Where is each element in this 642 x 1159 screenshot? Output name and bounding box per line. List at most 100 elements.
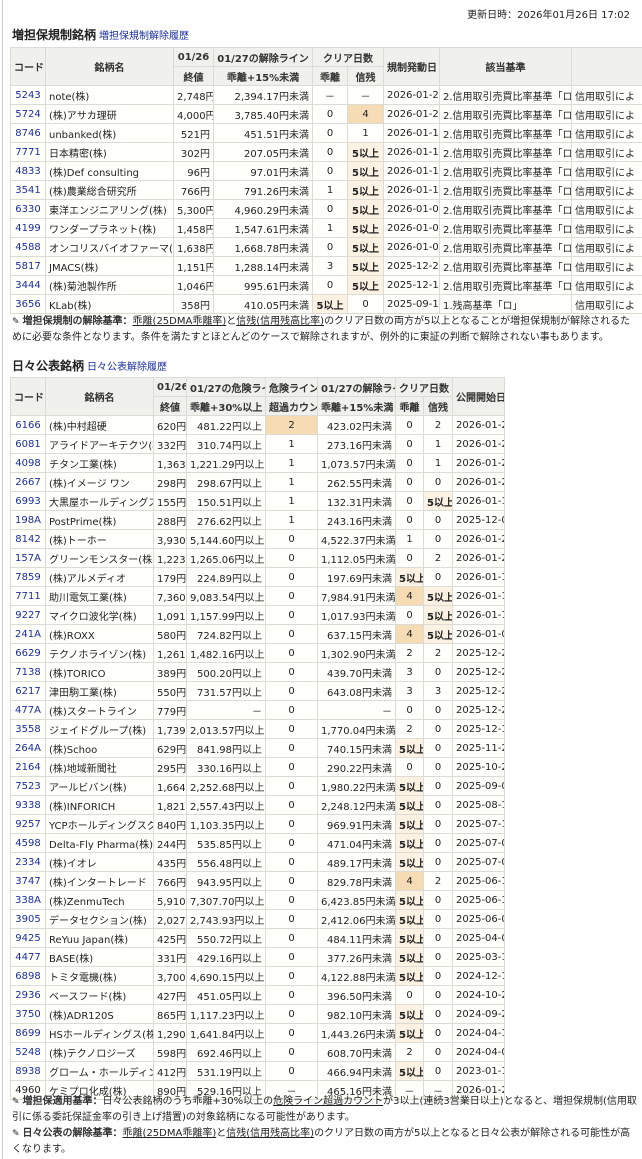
stock-code-link[interactable]: 4477 bbox=[15, 951, 41, 963]
table-row[interactable]: 4199 ワンダープラネット(株) 1,458円 1,547.61円未満 1 5以上 202… bbox=[10, 218, 642, 238]
table-row[interactable]: 9338(株)INFORICH1,821円2,557.43円以上02,248.1… bbox=[10, 795, 505, 815]
stock-code-link[interactable]: 3747 bbox=[15, 875, 41, 887]
table-row[interactable]: 8699HSホールディングス(株)1,290円1,641.84円以上01,443… bbox=[10, 1023, 505, 1043]
stock-code-link[interactable]: 8938 bbox=[15, 1065, 41, 1077]
stock-code-link[interactable]: 3558 bbox=[15, 723, 41, 735]
table-row[interactable]: 6217 津田駒工業(株) 550円 731.57円以上 0 643.08円未満 3 3 202… bbox=[10, 681, 505, 701]
table-row[interactable]: 4598 Delta-Fly Pharma(株) 244円 535.85円以上 0 471… bbox=[10, 833, 505, 853]
table-row[interactable]: 4588 オンコリスバイオファーマ(株) 1,638円 1,668.78円未満 0 5以上… bbox=[10, 237, 642, 257]
daily-release-history-link[interactable]: 日々公表解除履歴 bbox=[87, 362, 168, 373]
table-row[interactable]: 241A (株)ROXX 580円 724.82円以上 0 637.15円未満 4 5以上 20… bbox=[10, 624, 505, 644]
table-row[interactable]: 7771 日本精密(株) 302円 207.05円未満 0 5以上 2026-01-16 2.… bbox=[10, 142, 642, 162]
table-row[interactable]: 157Aグリーンモンスター(株)1,223円1,265.06円以上01,112.… bbox=[10, 548, 505, 568]
stock-code-link[interactable]: 157A bbox=[15, 552, 41, 564]
stock-code-link[interactable]: 9227 bbox=[15, 609, 41, 621]
table-row[interactable]: 7711 助川電気工業(株)7,360円9,083.54円以上07,984.91円… bbox=[10, 586, 505, 606]
stock-code-link[interactable]: 2936 bbox=[15, 989, 41, 1001]
stock-code-link[interactable]: 2667 bbox=[15, 476, 41, 488]
stock-code-link[interactable]: 7711 bbox=[15, 590, 41, 602]
table-row[interactable]: 6166 (株)中村超硬 620円 481.22円以上 2 423.02円未満 0 2 2026… bbox=[10, 415, 505, 435]
table-row[interactable]: 6330 東洋エンジニアリング(株) 5,300円 4,960.29円未満 0 5以上 20… bbox=[10, 199, 642, 219]
table-row[interactable]: 2667 (株)イメージ ワン 298円 298.67円以上 1 262.55円未満 0 0 2… bbox=[10, 472, 505, 492]
stock-code-link[interactable]: 4598 bbox=[15, 837, 41, 849]
table-row[interactable]: 9227マイクロ波化学(株)1,091円1,157.99円以上01,017.93… bbox=[10, 605, 505, 625]
table-row[interactable]: 7138 (株)TORICO 389円 500.20円以上 0 439.70円未満 3 0 20… bbox=[10, 662, 505, 682]
shinzan-link[interactable]: 信残(信用残高比率) bbox=[236, 316, 325, 327]
table-row[interactable]: 3541 (株)農業総合研究所 766円 791.26円未満 1 5以上 2026-01-1… bbox=[10, 180, 642, 200]
stock-code-link[interactable]: 3444 bbox=[15, 279, 41, 291]
stock-code-link[interactable]: 338A bbox=[15, 894, 41, 906]
table-row[interactable]: 8746 unbanked(株) 521円 451.51円未満 0 1 2026-01-19… bbox=[10, 123, 642, 143]
stock-code-link[interactable]: 2164 bbox=[15, 761, 41, 773]
table-row[interactable]: 4098チタン工業(株)1,363円1,221.29円以上11,073.57円未… bbox=[10, 453, 505, 473]
stock-code-link[interactable]: 9338 bbox=[15, 799, 41, 811]
table-row[interactable]: 9425 ReYuu Japan(株) 425円 550.72円以上 0 484.11円未… bbox=[10, 928, 505, 948]
table-row[interactable]: 5724 (株)アサカ理研 4,000円 3,785.40円未満 0 4 2026-01-2… bbox=[10, 104, 642, 124]
stock-code-link[interactable]: 9257 bbox=[15, 818, 41, 830]
stock-code-link[interactable]: 8699 bbox=[15, 1027, 41, 1039]
table-row[interactable]: 338A(株)ZenmuTech5,910円7,307.70円以上06,423.… bbox=[10, 890, 505, 910]
table-row[interactable]: 6898トミタ電機(株)3,700円4,690.15円以上04,122.88円未… bbox=[10, 966, 505, 986]
table-row[interactable]: 8142(株)トーホー3,930円5,144.60円以上04,522.37円未満… bbox=[10, 529, 505, 549]
table-row[interactable]: 198A PostPrime(株) 288円 276.62円以上 1 243.16円未満 0… bbox=[10, 510, 505, 530]
stock-code-link[interactable]: 6898 bbox=[15, 970, 41, 982]
table-row[interactable]: 264A (株)Schoo 629円 841.98円以上 0 740.15円未満 5以上 0 2… bbox=[10, 738, 505, 758]
stock-code-link[interactable]: 4199 bbox=[15, 222, 41, 234]
table-row[interactable]: 6993 大黒屋ホールディングス(株)155円150.51円以上1132.31円未… bbox=[10, 491, 505, 511]
stock-code-link[interactable]: 4098 bbox=[15, 457, 41, 469]
table-row[interactable]: 5248 (株)テクノロジーズ 598円 692.46円以上 0 608.70円未満 2 0 2… bbox=[10, 1042, 505, 1062]
table-row[interactable]: 3747 (株)インタートレード 766円 943.95円以上 0 829.78円未満 4 2… bbox=[10, 871, 505, 891]
stock-code-link[interactable]: 2334 bbox=[15, 856, 41, 868]
table-row[interactable]: 4477 BASE(株) 331円 429.16円以上 0 377.26円未満 5以上 0 20… bbox=[10, 947, 505, 967]
table-row[interactable]: 3558ジェイドグループ(株)1,739円2,013.57円以上01,770.0… bbox=[10, 719, 505, 739]
stock-code-link[interactable]: 3656 bbox=[15, 298, 41, 310]
stock-code-link[interactable]: 4833 bbox=[15, 165, 41, 177]
stock-code-link[interactable]: 6629 bbox=[15, 647, 41, 659]
table-row[interactable]: 3750 (株)ADR120S 865円 1,117.23円以上 0 982.10円未満 5… bbox=[10, 1004, 505, 1024]
kairi-link[interactable]: 乖離(25DMA乖離率) bbox=[132, 316, 227, 327]
table-row[interactable]: 9257YCPホールディングスグローバ..840円1,103.35円以上0969… bbox=[10, 814, 505, 834]
table-row[interactable]: 3444 (株)菊池製作所 1,046円 995.61円未満 0 5以上 2025-12-1… bbox=[10, 275, 642, 295]
release-history-link[interactable]: 増担保規制解除履歴 bbox=[99, 31, 190, 42]
danger-count-link[interactable]: 危険ライン超過カウント bbox=[273, 1096, 384, 1107]
stock-code-link[interactable]: 198A bbox=[15, 514, 41, 526]
stock-code-link[interactable]: 8142 bbox=[15, 533, 41, 545]
stock-code-link[interactable]: 3750 bbox=[15, 1008, 41, 1020]
stock-code-link[interactable]: 6993 bbox=[15, 495, 41, 507]
table-row[interactable]: 7523アールビバン(株)1,664円2,252.68円以上01,980.22円… bbox=[10, 776, 505, 796]
table-row[interactable]: 7859 (株)アルメディオ 179円 224.89円以上 0 197.69円未満 5以上 0… bbox=[10, 567, 505, 587]
stock-code-link[interactable]: 5248 bbox=[15, 1046, 41, 1058]
stock-code-link[interactable]: 241A bbox=[15, 628, 41, 640]
table-row[interactable]: 5817 JMACS(株) 1,151円 1,288.14円未満 3 5以上 2025-12… bbox=[10, 256, 642, 276]
table-row[interactable]: 2334 (株)イオレ 435円 556.48円以上 0 489.17円未満 5以上 0 202… bbox=[10, 852, 505, 872]
stock-code-link[interactable]: 7859 bbox=[15, 571, 41, 583]
stock-code-link[interactable]: 5243 bbox=[15, 89, 41, 101]
table-row[interactable]: 6081アライドアーキテクツ(株)332円310.74円以上1273.16円未満… bbox=[10, 434, 505, 454]
stock-code-link[interactable]: 3541 bbox=[15, 184, 41, 196]
stock-code-link[interactable]: 8746 bbox=[15, 127, 41, 139]
stock-code-link[interactable]: 5724 bbox=[15, 108, 41, 120]
stock-code-link[interactable]: 3905 bbox=[15, 913, 41, 925]
stock-code-link[interactable]: 5817 bbox=[15, 260, 41, 272]
stock-code-link[interactable]: 7523 bbox=[15, 780, 41, 792]
stock-code-link[interactable]: 7138 bbox=[15, 666, 41, 678]
stock-code-link[interactable]: 4588 bbox=[15, 241, 41, 253]
shinzan-link[interactable]: 信残(信用残高比率) bbox=[226, 1128, 315, 1139]
stock-code-link[interactable]: 7771 bbox=[15, 146, 41, 158]
table-row[interactable]: 3656 KLab(株) 358円 410.05円未満 5以上 0 2025-09-18 1.… bbox=[10, 294, 642, 314]
stock-code-link[interactable]: 6217 bbox=[15, 685, 41, 697]
stock-code-link[interactable]: 6166 bbox=[15, 419, 41, 431]
stock-code-link[interactable]: 264A bbox=[15, 742, 41, 754]
table-row[interactable]: 6629 テクノホライゾン(株)1,261円1,482.16円以上01,302.9… bbox=[10, 643, 505, 663]
kairi-link[interactable]: 乖離(25DMA乖離率) bbox=[122, 1128, 217, 1139]
table-row[interactable]: 4833 (株)Def consulting 96円 97.01円未満 0 5以上 2026… bbox=[10, 161, 642, 181]
table-row[interactable]: 2164 (株)地域新聞社 295円 330.16円以上 0 290.22円未満 0 0 202… bbox=[10, 757, 505, 777]
stock-code-link[interactable]: 477A bbox=[15, 704, 41, 716]
stock-code-link[interactable]: 6081 bbox=[15, 438, 41, 450]
stock-code-link[interactable]: 9425 bbox=[15, 932, 41, 944]
stock-code-link[interactable]: 6330 bbox=[15, 203, 41, 215]
table-row[interactable]: 2936 ベースフード(株) 427円 451.05円以上 0 396.50円未満 0 0 20… bbox=[10, 985, 505, 1005]
table-row[interactable]: 5243 note(株) 2,748円 2,394.17円未満－－ 2026-01-27… bbox=[10, 85, 642, 105]
table-row[interactable]: 8938グローム・ホールディングス(株)412円531.19円以上0466.94… bbox=[10, 1061, 505, 1081]
